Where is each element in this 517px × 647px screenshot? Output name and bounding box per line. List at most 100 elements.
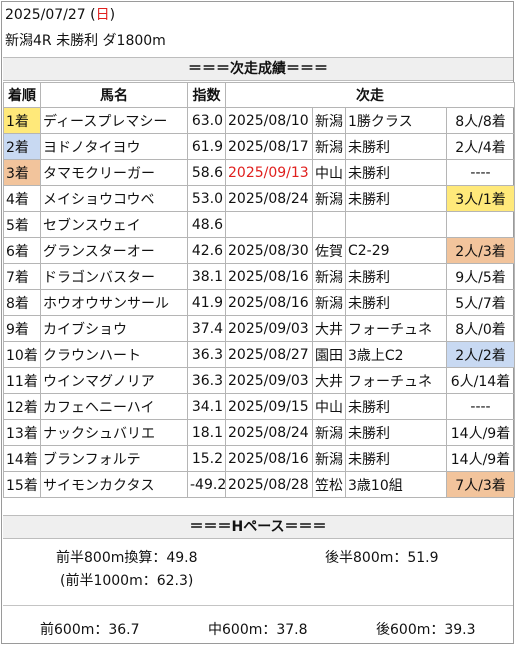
next-race-date-cell: 2025/08/17: [225, 133, 313, 160]
next-race-track-cell: 新潟: [312, 289, 346, 316]
next-race-result-cell: 2人/2着: [446, 341, 515, 368]
next-race-track-cell: 新潟: [312, 107, 346, 134]
next-race-result-cell: 7人/3着: [446, 471, 515, 498]
rank-cell: 2着: [3, 133, 41, 160]
rank-cell: 14着: [3, 445, 41, 472]
index-cell: 58.6: [187, 159, 226, 186]
table-row: 1着 ディースプレマシー 63.0 2025/08/10 新潟 1勝クラス 8人/8着: [3, 107, 515, 134]
next-race-class-cell: 3歳10組: [345, 471, 447, 498]
horse-name-cell: タマモクリーガー: [40, 159, 188, 186]
next-race-result-cell: 2人/3着: [446, 237, 515, 264]
next-race-result-cell: 5人/7着: [446, 289, 515, 316]
index-cell: 41.9: [187, 289, 226, 316]
horse-name-cell: ディースプレマシー: [40, 107, 188, 134]
col-header-index: 指数: [187, 82, 226, 108]
index-cell: 37.4: [187, 315, 226, 342]
index-cell: 36.3: [187, 341, 226, 368]
next-race-date-cell: 2025/08/27: [225, 341, 313, 368]
horse-name-cell: サイモンカクタス: [40, 471, 188, 498]
index-cell: 53.0: [187, 185, 226, 212]
rank-cell: 7着: [3, 263, 41, 290]
next-race-class-cell: フォーチュネ: [345, 367, 447, 394]
next-race-result-cell: 8人/0着: [446, 315, 515, 342]
next-race-class-cell: 未勝利: [345, 419, 447, 446]
race-day-of-week: (日): [90, 7, 116, 23]
next-race-result-cell: 14人/9着: [446, 419, 515, 446]
next-race-date-cell: 2025/08/24: [225, 419, 313, 446]
rank-cell: 3着: [3, 159, 41, 186]
horse-name-cell: グランスターオー: [40, 237, 188, 264]
horse-name-cell: ナックシュバリエ: [40, 419, 188, 446]
index-cell: 42.6: [187, 237, 226, 264]
rank-cell: 5着: [3, 211, 41, 238]
next-race-result-cell: ----: [446, 159, 515, 186]
next-race-track-cell: 大井: [312, 367, 346, 394]
next-race-date-cell: 2025/09/13: [225, 159, 313, 186]
next-race-date-cell: 2025/08/30: [225, 237, 313, 264]
horse-name-cell: ホウオウサンサール: [40, 289, 188, 316]
rank-cell: 15着: [3, 471, 41, 498]
next-race-class-cell: フォーチュネ: [345, 315, 447, 342]
middle-600m-pace: 中600m：37.8: [208, 622, 308, 638]
next-race-track-cell: 新潟: [312, 419, 346, 446]
next-race-class-cell: C2-29: [345, 237, 447, 264]
next-race-class-cell: 未勝利: [345, 393, 447, 420]
rank-cell: 11着: [3, 367, 41, 394]
horse-name-cell: ドラゴンバスター: [40, 263, 188, 290]
table-row: 11着 ウインマグノリア 36.3 2025/09/03 大井 フォーチュネ 6人/14着: [3, 367, 515, 394]
rank-cell: 6着: [3, 237, 41, 264]
table-row: 15着 サイモンカクタス -49.2 2025/08/28 笠松 3歳10組 7人/3着: [3, 471, 515, 498]
table-row: 9着 カイブショウ 37.4 2025/09/03 大井 フォーチュネ 8人/0着: [3, 315, 515, 342]
race-title: 新潟4R 未勝利 ダ1800m: [5, 33, 166, 49]
next-race-result-cell: 8人/8着: [446, 107, 515, 134]
table-row: 8着 ホウオウサンサール 41.9 2025/08/16 新潟 未勝利 5人/7着: [3, 289, 515, 316]
next-race-track-cell: 中山: [312, 159, 346, 186]
col-header-rank: 着順: [3, 82, 41, 108]
rank-cell: 10着: [3, 341, 41, 368]
table-row: 4着 メイショウコウベ 53.0 2025/08/24 新潟 未勝利 3人/1着: [3, 185, 515, 212]
table-row: 12着 カフェヘニーハイ 34.1 2025/09/15 中山 未勝利 ----: [3, 393, 515, 420]
rank-cell: 9着: [3, 315, 41, 342]
next-race-date-cell: 2025/09/03: [225, 367, 313, 394]
table-row: 6着 グランスターオー 42.6 2025/08/30 佐賀 C2-29 2人/3着: [3, 237, 515, 264]
col-header-name: 馬名: [40, 82, 188, 108]
table-row: 7着 ドラゴンバスター 38.1 2025/08/16 新潟 未勝利 9人/5着: [3, 263, 515, 290]
next-race-result-cell: 6人/14着: [446, 367, 515, 394]
next-race-class-cell: 未勝利: [345, 289, 447, 316]
table-row: 10着 クラウンハート 36.3 2025/08/27 園田 3歳上C2 2人/2着: [3, 341, 515, 368]
next-race-date-cell: 2025/08/16: [225, 289, 313, 316]
next-race-date-cell: 2025/09/15: [225, 393, 313, 420]
index-cell: 18.1: [187, 419, 226, 446]
horse-name-cell: セブンスウェイ: [40, 211, 188, 238]
horse-name-cell: ヨドノタイヨウ: [40, 133, 188, 160]
index-cell: 36.3: [187, 367, 226, 394]
table-row: 2着 ヨドノタイヨウ 61.9 2025/08/17 新潟 未勝利 2人/4着: [3, 133, 515, 160]
table-row: 13着 ナックシュバリエ 18.1 2025/08/24 新潟 未勝利 14人/9着: [3, 419, 515, 446]
rank-cell: 4着: [3, 185, 41, 212]
table-row: 3着 タマモクリーガー 58.6 2025/09/13 中山 未勝利 ----: [3, 159, 515, 186]
horse-name-cell: ブランフォルテ: [40, 445, 188, 472]
index-cell: 34.1: [187, 393, 226, 420]
table-row: 5着 セブンスウェイ 48.6: [3, 211, 515, 238]
rank-cell: 8着: [3, 289, 41, 316]
index-cell: -49.2: [187, 471, 226, 498]
rank-cell: 12着: [3, 393, 41, 420]
next-race-track-cell: 園田: [312, 341, 346, 368]
horse-name-cell: カイブショウ: [40, 315, 188, 342]
horse-name-cell: カフェヘニーハイ: [40, 393, 188, 420]
next-race-class-cell: 未勝利: [345, 133, 447, 160]
next-race-date-cell: [225, 211, 313, 238]
next-race-class-cell: 未勝利: [345, 185, 447, 212]
next-race-result-cell: ----: [446, 393, 515, 420]
next-race-date-cell: 2025/08/28: [225, 471, 313, 498]
next-race-date-cell: 2025/08/10: [225, 107, 313, 134]
next-race-result-cell: [446, 211, 515, 238]
next-race-class-cell: 3歳上C2: [345, 341, 447, 368]
next-race-date-cell: 2025/08/16: [225, 445, 313, 472]
race-date-line: 2025/07/27 (日): [5, 6, 115, 24]
next-race-class-cell: 未勝利: [345, 159, 447, 186]
index-cell: 15.2: [187, 445, 226, 472]
next-race-result-cell: 3人/1着: [446, 185, 515, 212]
last-800m-pace: 後半800m：51.9: [325, 550, 439, 566]
next-race-track-cell: 新潟: [312, 263, 346, 290]
